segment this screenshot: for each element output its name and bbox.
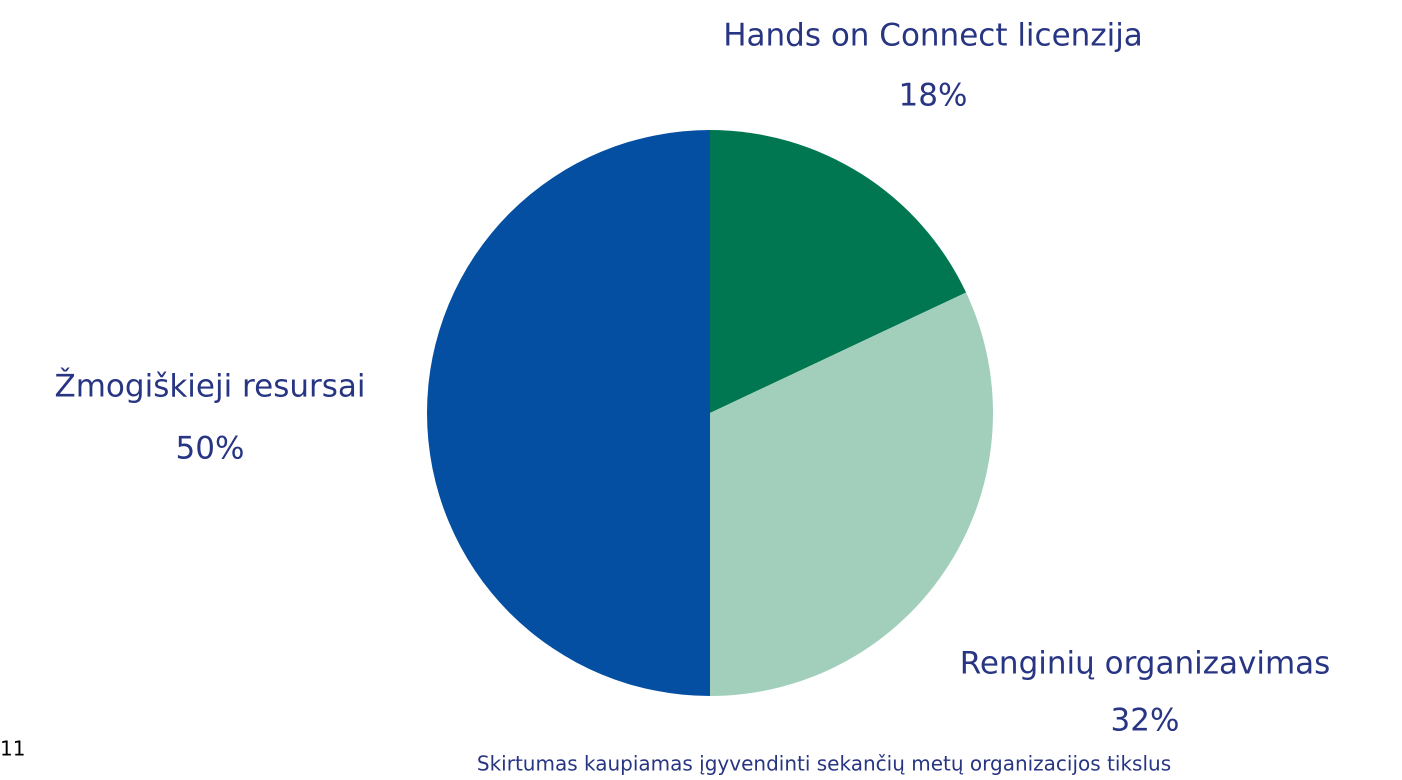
slice-label: Žmogiškieji resursai (55, 369, 366, 405)
slice-label: Renginių organizavimas (960, 646, 1331, 682)
slice-value-label: 50% (176, 431, 245, 467)
pie-slice (427, 130, 710, 696)
slice-value-label: 32% (1111, 703, 1180, 739)
page-number: 11 (0, 737, 25, 761)
slice-label: Hands on Connect licenzija (723, 18, 1143, 54)
slice-value-label: 18% (899, 78, 968, 114)
pie-slice (710, 130, 967, 413)
pie-slice (710, 292, 993, 696)
footnote: Skirtumas kaupiamas įgyvendinti sekančių… (477, 752, 1171, 776)
